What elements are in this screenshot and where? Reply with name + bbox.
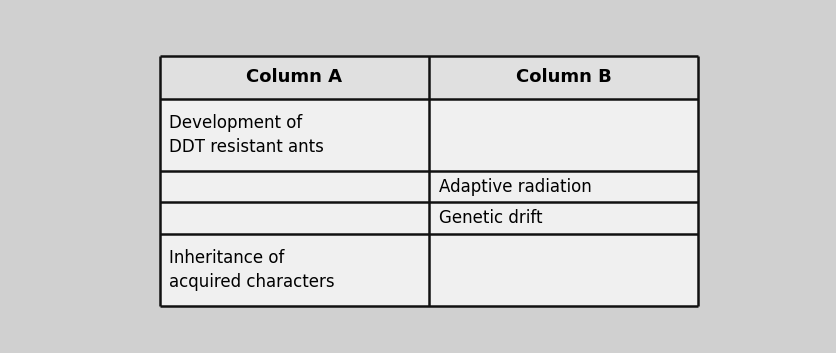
Bar [160, 234, 697, 306]
Bar [160, 170, 697, 202]
Text: Adaptive radiation: Adaptive radiation [438, 178, 591, 196]
Bar [160, 202, 697, 234]
Text: Inheritance of
acquired characters: Inheritance of acquired characters [169, 249, 334, 291]
Text: Genetic drift: Genetic drift [438, 209, 542, 227]
Text: Development of
DDT resistant ants: Development of DDT resistant ants [169, 114, 324, 156]
Bar [160, 56, 697, 99]
Text: Column A: Column A [246, 68, 342, 86]
Bar [160, 99, 697, 170]
Text: Column B: Column B [515, 68, 611, 86]
